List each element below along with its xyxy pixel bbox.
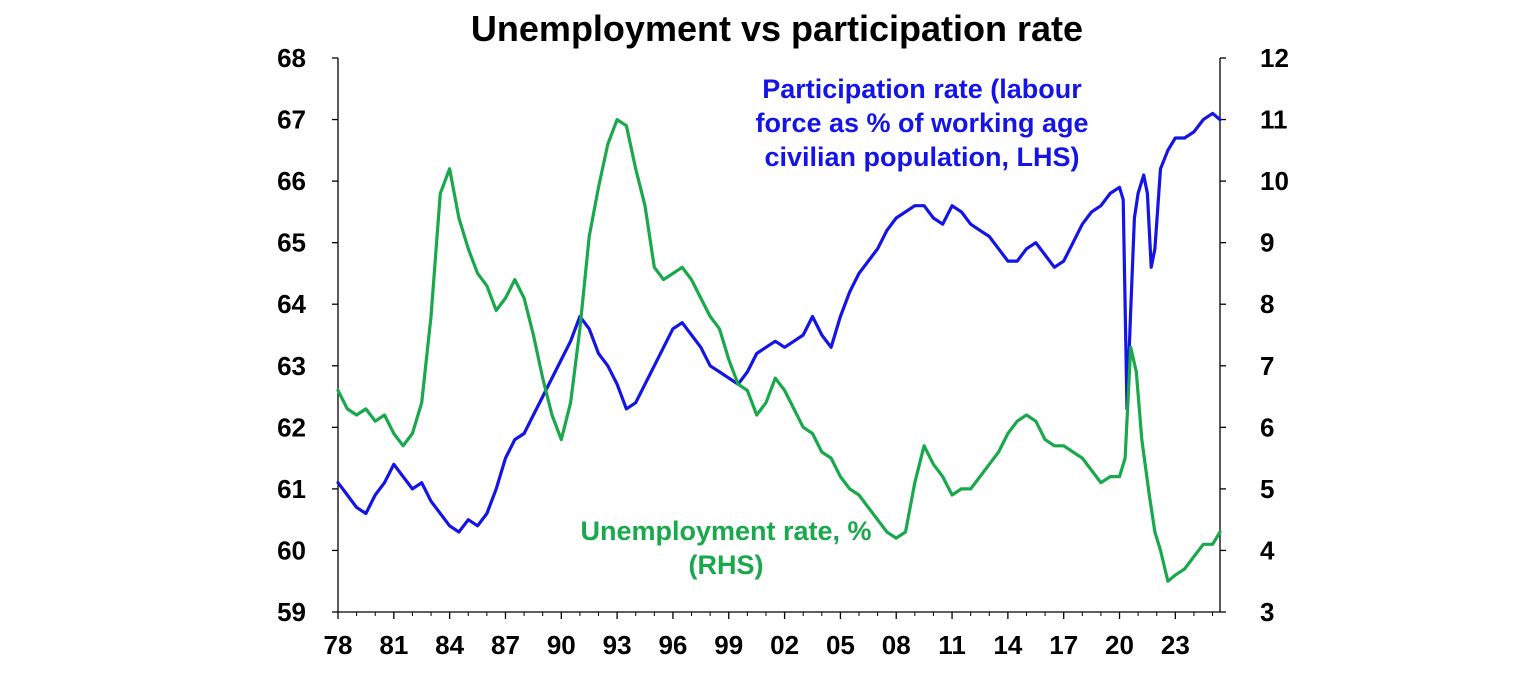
right-tick-label: 5 (1260, 474, 1274, 504)
x-tick-label: 23 (1161, 630, 1190, 660)
right-tick-label: 11 (1260, 105, 1288, 135)
right-tick-label: 9 (1260, 228, 1274, 258)
unemployment-series-line (336, 118, 1222, 583)
left-tick-label: 63 (277, 351, 306, 381)
annotations: Participation rate (labour force as % of … (580, 74, 1088, 580)
x-tick-label: 11 (938, 630, 966, 660)
left-tick-label: 67 (277, 105, 306, 135)
right-tick-label: 6 (1260, 412, 1274, 442)
participation-annotation: Participation rate (labour (762, 74, 1082, 104)
participation-series-line (336, 111, 1222, 534)
left-tick-label: 61 (277, 474, 306, 504)
x-tick-label: 78 (324, 630, 353, 660)
x-tick-label: 81 (379, 630, 408, 660)
x-tick-label: 17 (1049, 630, 1078, 660)
x-tick-label: 84 (435, 630, 464, 660)
unemployment-annotation: Unemployment rate, % (580, 516, 871, 546)
right-tick-label: 3 (1260, 597, 1274, 627)
x-tick-label: 90 (547, 630, 576, 660)
right-tick-label: 7 (1260, 351, 1274, 381)
x-tick-label: 87 (491, 630, 520, 660)
x-tick-label: 08 (882, 630, 911, 660)
unemployment-annotation: (RHS) (689, 550, 764, 580)
left-tick-label: 68 (277, 43, 306, 73)
left-tick-label: 66 (277, 166, 306, 196)
left-tick-label: 62 (277, 412, 306, 442)
left-tick-label: 59 (277, 597, 306, 627)
x-tick-label: 14 (993, 630, 1022, 660)
left-tick-label: 64 (277, 289, 306, 319)
right-tick-label: 12 (1260, 43, 1289, 73)
x-tick-label: 99 (714, 630, 743, 660)
x-tick-label: 93 (603, 630, 632, 660)
right-tick-label: 8 (1260, 289, 1274, 319)
participation-annotation: force as % of working age (755, 108, 1088, 138)
x-tick-label: 02 (770, 630, 799, 660)
chart-title: Unemployment vs participation rate (471, 8, 1083, 49)
left-tick-label: 60 (277, 535, 306, 565)
participation-annotation: civilian population, LHS) (764, 142, 1079, 172)
x-tick-label: 05 (826, 630, 855, 660)
x-tick-label: 20 (1105, 630, 1134, 660)
series-layer (336, 111, 1222, 583)
left-tick-label: 65 (277, 228, 306, 258)
right-tick-label: 10 (1260, 166, 1289, 196)
axes (332, 57, 1226, 619)
right-tick-label: 4 (1260, 535, 1275, 565)
x-tick-label: 96 (658, 630, 687, 660)
